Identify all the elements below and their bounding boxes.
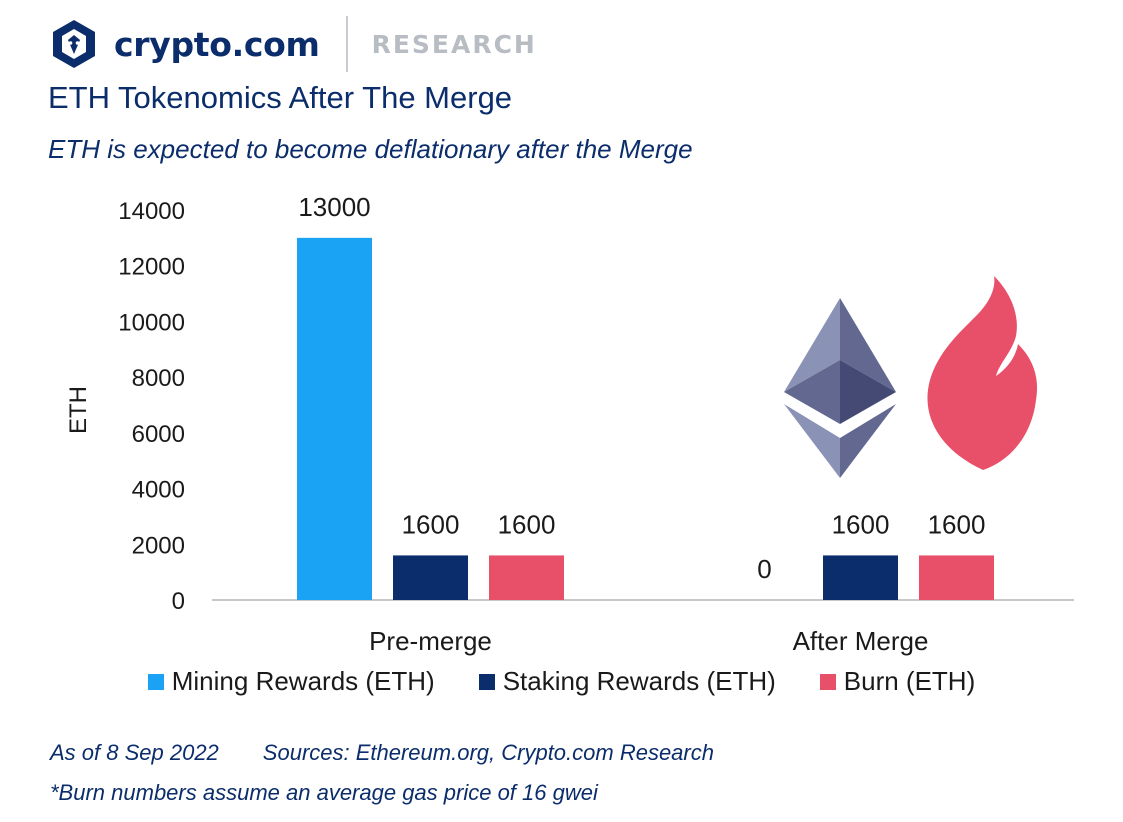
header-divider <box>345 16 348 72</box>
y-tick-label: 12000 <box>118 254 185 281</box>
y-tick-label: 4000 <box>132 477 185 504</box>
chart-subtitle: ETH is expected to become deflationary a… <box>48 134 693 164</box>
bar-value-label: 13000 <box>298 192 370 222</box>
bar-chart: 0 2000 4000 6000 8000 10000 12000 14000 ETH 130… <box>65 192 1074 656</box>
footnote: *Burn numbers assume an average gas pric… <box>50 780 598 805</box>
legend-item-staking: Staking Rewards (ETH) <box>478 666 776 697</box>
bar-mining-0 <box>297 237 372 600</box>
bar-value-label: 1600 <box>402 509 460 539</box>
x-axis-categories: Pre-merge After Merge <box>369 626 928 656</box>
ethereum-logo-icon <box>784 298 896 478</box>
bar-data-labels: 13000 1600 1600 0 1600 1600 <box>298 192 985 584</box>
legend-label-staking: Staking Rewards (ETH) <box>502 666 776 696</box>
category-label: Pre-merge <box>369 626 492 656</box>
section-name: RESEARCH <box>371 29 537 59</box>
legend-swatch-mining <box>147 673 164 690</box>
y-tick-label: 14000 <box>118 198 185 225</box>
y-tick-label: 2000 <box>132 532 185 559</box>
bar-staking-0 <box>393 555 468 600</box>
sources-text: Sources: Ethereum.org, Crypto.com Resear… <box>262 740 714 765</box>
category-label: After Merge <box>793 626 929 656</box>
as-of-date: As of 8 Sep 2022 <box>50 740 219 765</box>
legend-item-mining: Mining Rewards (ETH) <box>147 666 435 697</box>
bar-value-label: 1600 <box>498 509 556 539</box>
bar-value-label: 1600 <box>928 509 986 539</box>
y-axis-ticks: 0 2000 4000 6000 8000 10000 12000 14000 <box>118 198 185 615</box>
legend-label-burn: Burn (ETH) <box>843 666 976 696</box>
y-tick-label: 6000 <box>132 421 185 448</box>
footer-date-sources: As of 8 Sep 2022 Sources: Ethereum.org, C… <box>50 740 714 766</box>
legend-item-burn: Burn (ETH) <box>819 666 976 697</box>
chart-title: ETH Tokenomics After The Merge <box>48 80 513 115</box>
brand-name: crypto.com <box>114 24 320 64</box>
bar-value-label: 0 <box>757 554 771 584</box>
y-tick-label: 10000 <box>118 309 185 336</box>
y-tick-label: 0 <box>172 588 185 615</box>
flame-icon <box>927 276 1038 470</box>
bar-burn-0 <box>489 555 564 600</box>
legend-swatch-burn <box>819 673 836 690</box>
chart-legend: Mining Rewards (ETH) Staking Rewards (ET… <box>0 666 1123 697</box>
legend-label-mining: Mining Rewards (ETH) <box>171 666 435 696</box>
bar-staking-1 <box>823 555 898 600</box>
y-axis-label: ETH <box>65 386 92 434</box>
header: crypto.com RESEARCH <box>48 14 537 74</box>
bar-value-label: 1600 <box>832 509 890 539</box>
crypto-com-lion-shield-icon <box>53 20 95 68</box>
bar-burn-1 <box>919 555 994 600</box>
bars <box>297 237 994 600</box>
y-tick-label: 8000 <box>132 365 185 392</box>
legend-swatch-staking <box>478 673 495 690</box>
